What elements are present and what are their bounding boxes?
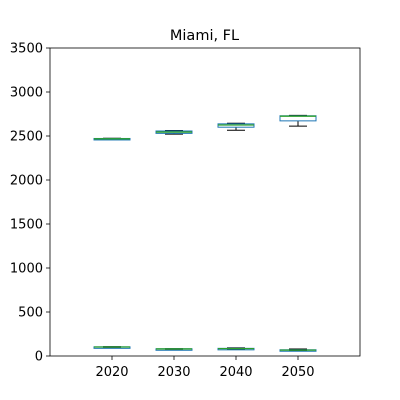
y-axis: 0 500 1000 1500 2000 2500 3000 3500 (10, 42, 50, 365)
y-tick-label: 3000 (10, 86, 43, 101)
box-2030 (155, 130, 193, 135)
y-tick-label: 500 (18, 306, 43, 321)
box-2040 (217, 347, 255, 351)
box-2050 (279, 114, 317, 127)
plot-frame (49, 47, 361, 357)
box-2050 (279, 348, 317, 352)
y-tick-label: 3500 (10, 42, 43, 57)
y-tick-label: 1500 (10, 218, 43, 233)
box-plot-series (93, 114, 317, 352)
x-tick-label: 2020 (95, 365, 128, 380)
box-2020 (93, 137, 131, 141)
x-axis: 2020 2030 2040 2050 (95, 356, 315, 380)
box-2040 (217, 122, 255, 131)
y-tick-label: 2500 (10, 130, 43, 145)
x-tick-label: 2040 (219, 365, 252, 380)
box-2020 (93, 346, 131, 349)
y-tick-label: 2000 (10, 174, 43, 189)
chart-title: Miami, FL (170, 28, 239, 44)
x-tick-label: 2030 (157, 365, 190, 380)
box-2030 (155, 348, 193, 351)
y-tick-label: 0 (35, 350, 43, 365)
y-tick-label: 1000 (10, 262, 43, 277)
x-tick-label: 2050 (281, 365, 314, 380)
